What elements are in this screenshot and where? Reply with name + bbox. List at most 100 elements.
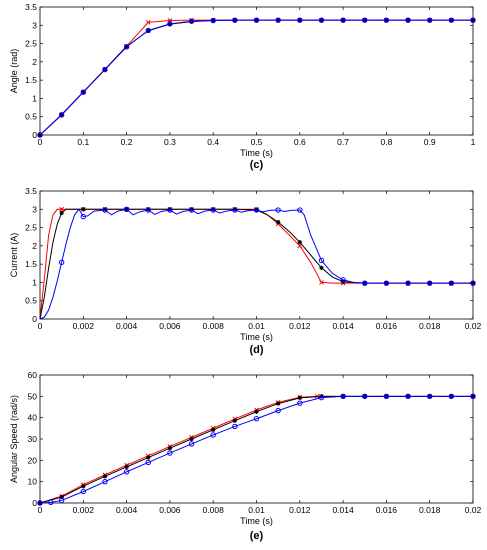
data-point (167, 207, 173, 212)
data-point (145, 207, 151, 213)
data-point (275, 407, 281, 414)
y-tick-label: 1 (32, 277, 37, 287)
x-tick-label: 0.018 (419, 321, 441, 331)
x-axis-label: Time (s) (240, 516, 273, 526)
data-point (211, 427, 216, 433)
data-point (319, 280, 324, 285)
x-tick-label: 0.008 (203, 321, 225, 331)
data-point (297, 240, 302, 245)
data-point (448, 393, 455, 400)
data-point (340, 17, 346, 23)
data-point (58, 497, 65, 504)
data-point (145, 20, 151, 25)
data-point (189, 436, 194, 442)
panel-label: (d) (249, 344, 263, 356)
x-tick-label: 0.1 (77, 137, 89, 147)
x-tick-label: 0.012 (289, 321, 311, 331)
data-point (297, 17, 303, 23)
panel-label: (c) (250, 159, 264, 171)
data-point (253, 416, 260, 422)
x-tick-label: 0.016 (376, 505, 398, 515)
data-point (362, 393, 368, 400)
data-point (59, 494, 64, 500)
data-point (80, 488, 87, 495)
y-tick-label: 2 (32, 57, 37, 67)
data-point (275, 207, 281, 213)
y-tick-label: 0.5 (25, 112, 37, 122)
x-tick-label: 0.8 (380, 137, 392, 147)
series-line (39, 19, 473, 136)
data-point (405, 17, 411, 23)
data-point (319, 265, 324, 270)
x-tick-label: 0.006 (159, 321, 181, 331)
data-point (58, 112, 65, 118)
data-point (318, 257, 325, 264)
data-point (319, 394, 324, 399)
data-point (211, 207, 216, 212)
y-axis-label: Angular Speed (rad/s) (9, 395, 19, 483)
data-point (210, 432, 216, 438)
data-point (146, 207, 151, 212)
data-point (232, 423, 238, 430)
y-tick-label: 10 (28, 477, 38, 487)
data-point (167, 21, 173, 27)
y-tick-label: 1 (32, 93, 37, 103)
x-axis-label: Time (s) (240, 148, 273, 158)
data-point (275, 219, 281, 225)
chart-panel: 0 0.1 0.2 0.3 0.4 0.5 0.6 0.7 0.8 0.9 1 0 0.5 1 1.5 2 2.… (9, 2, 476, 171)
data-point (102, 66, 108, 73)
y-tick-label: 3.5 (25, 2, 37, 12)
chart-panel: 0 0.002 0.004 0.006 0.008 0.01 0.012 0.014 0.016… (9, 186, 482, 356)
data-point (383, 393, 390, 400)
y-tick-label: 60 (28, 370, 38, 380)
x-tick-label: 0.012 (289, 505, 311, 515)
y-tick-label: 2.5 (25, 39, 37, 49)
data-point (123, 44, 130, 50)
y-tick-label: 2.5 (25, 223, 37, 233)
data-point (80, 89, 87, 95)
data-point (232, 17, 238, 23)
y-tick-label: 3 (32, 20, 37, 30)
y-tick-label: 0 (32, 314, 37, 324)
x-tick-label: 0.5 (251, 137, 263, 147)
data-point (37, 500, 43, 506)
data-point (427, 393, 433, 400)
x-tick-label: 0.002 (73, 321, 95, 331)
y-tick-label: 30 (28, 434, 38, 444)
data-point (210, 17, 216, 24)
data-point (275, 401, 281, 406)
data-point (232, 418, 238, 423)
y-tick-label: 40 (28, 413, 38, 423)
x-tick-label: 0.008 (203, 505, 225, 515)
data-point (383, 17, 390, 23)
data-point (297, 207, 303, 213)
y-tick-label: 2 (32, 241, 37, 251)
y-axis-label: Current (A) (9, 233, 19, 278)
data-point (275, 17, 281, 23)
x-tick-label: 0.2 (121, 137, 133, 147)
x-tick-label: 0.9 (424, 137, 436, 147)
data-point (146, 455, 151, 460)
x-tick-label: 0 (38, 505, 43, 515)
data-point (145, 27, 151, 34)
data-point (427, 280, 433, 286)
data-point (167, 450, 173, 456)
data-point (340, 393, 346, 400)
data-point (232, 207, 238, 213)
chart-panel: 0 0.002 0.004 0.006 0.008 0.01 0.012 0.014 0.016… (9, 370, 482, 542)
data-point (254, 409, 259, 414)
series (37, 393, 476, 506)
x-tick-label: 0.01 (248, 321, 265, 331)
x-tick-label: 0.6 (294, 137, 306, 147)
series-line (39, 395, 473, 504)
data-point (189, 207, 194, 212)
data-point (81, 207, 86, 212)
y-tick-label: 50 (28, 391, 38, 401)
data-point (188, 441, 195, 447)
data-point (188, 207, 195, 213)
x-tick-label: 0.004 (116, 321, 138, 331)
data-point (383, 280, 390, 286)
series (37, 17, 476, 138)
data-point (59, 206, 65, 212)
